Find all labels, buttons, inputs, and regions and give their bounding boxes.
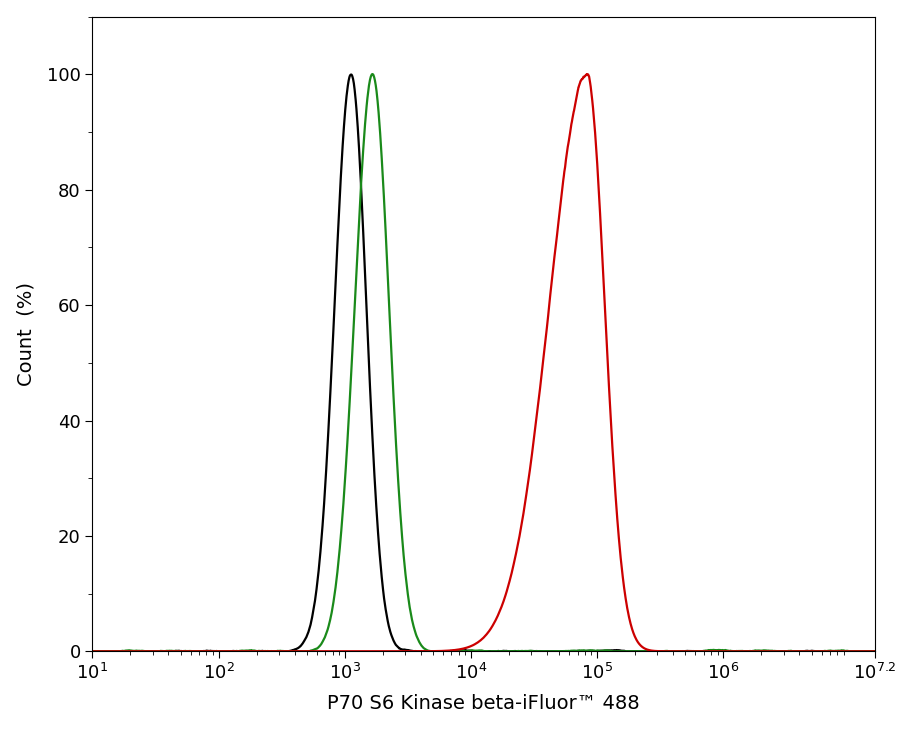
X-axis label: P70 S6 Kinase beta-iFluor™ 488: P70 S6 Kinase beta-iFluor™ 488	[327, 694, 640, 713]
Y-axis label: Count  (%): Count (%)	[16, 282, 36, 386]
